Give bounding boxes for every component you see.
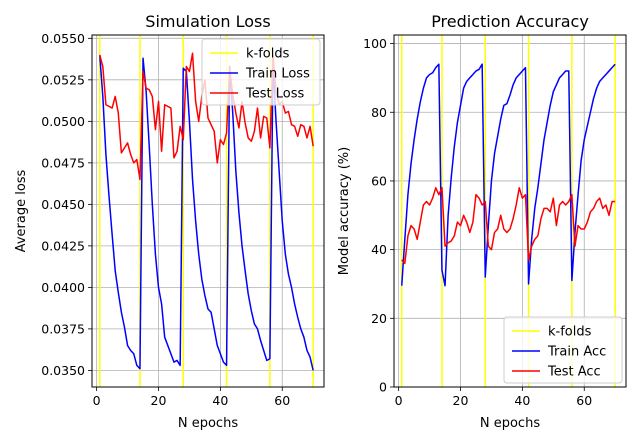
loss-y-tick-label: 0.0425	[41, 238, 85, 253]
accuracy-legend-label-1: Train Acc	[547, 345, 606, 360]
loss-legend: k-folds Train Loss Test Loss	[201, 38, 321, 106]
accuracy-chart: 0 20 40 60 0 20 40 60 80 100 Prediction Accuracy…	[337, 12, 627, 431]
loss-y-tick-label: 0.0350	[41, 363, 85, 378]
accuracy-y-tick-label: 80	[371, 105, 387, 120]
accuracy-x-tick-label: 20	[453, 393, 469, 408]
accuracy-legend: k-folds Train Acc Test Acc	[503, 316, 623, 384]
loss-legend-label-2: Test Loss	[245, 87, 304, 102]
loss-legend-box	[201, 38, 321, 106]
loss-legend-label-0: k-folds	[246, 47, 290, 62]
accuracy-y-axis-label: Model accuracy (%)	[337, 147, 352, 275]
loss-chart-title: Simulation Loss	[145, 12, 270, 31]
loss-x-tick-label: 20	[151, 393, 167, 408]
loss-y-tick-label: 0.0500	[41, 114, 85, 129]
accuracy-y-tick-label: 20	[371, 311, 387, 326]
accuracy-legend-label-0: k-folds	[548, 325, 592, 340]
loss-y-tick-label: 0.0550	[41, 31, 85, 46]
accuracy-plot-frame	[393, 34, 627, 388]
loss-x-axis-label: N epochs	[178, 416, 238, 431]
accuracy-y-ticks: 0 20 40 60 80 100	[363, 36, 394, 395]
accuracy-series	[400, 63, 616, 287]
loss-y-tick-label: 0.0375	[41, 321, 85, 336]
accuracy-legend-label-2: Test Acc	[547, 365, 601, 380]
accuracy-y-tick-label: 100	[363, 36, 387, 51]
loss-series-line-train-loss	[98, 54, 314, 371]
accuracy-series-line-test-acc	[401, 187, 616, 265]
loss-x-tick-label: 40	[212, 393, 228, 408]
loss-x-ticks: 0 20 40 60	[93, 387, 290, 408]
accuracy-chart-title: Prediction Accuracy	[431, 12, 589, 31]
loss-y-axis-label: Average loss	[14, 169, 29, 252]
accuracy-x-tick-label: 0	[395, 393, 403, 408]
accuracy-y-tick-label: 40	[371, 242, 387, 257]
loss-x-tick-label: 60	[274, 393, 290, 408]
loss-y-tick-label: 0.0525	[41, 72, 85, 87]
loss-x-tick-label: 0	[93, 393, 101, 408]
accuracy-series-line-train-acc	[400, 63, 616, 287]
loss-y-tick-label: 0.0400	[41, 280, 85, 295]
loss-legend-label-1: Train Loss	[245, 67, 310, 82]
accuracy-legend-box	[503, 316, 623, 384]
loss-y-ticks: 0.0350 0.0375 0.0400 0.0425 0.0450 0.0475 0.05…	[41, 31, 92, 378]
loss-y-tick-label: 0.0450	[41, 197, 85, 212]
loss-plot-frame	[91, 34, 325, 388]
loss-chart: 0 20 40 60 0.03500.03750.04000.04250.04500.…	[14, 12, 325, 431]
accuracy-x-tick-label: 60	[576, 393, 592, 408]
accuracy-x-tick-label: 40	[514, 393, 530, 408]
accuracy-x-ticks: 0 20 40 60	[395, 387, 592, 408]
accuracy-x-axis-label: N epochs	[480, 416, 540, 431]
loss-y-tick-label: 0.0475	[41, 155, 85, 170]
accuracy-y-tick-label: 60	[371, 173, 387, 188]
accuracy-y-tick-label: 0	[379, 380, 387, 395]
